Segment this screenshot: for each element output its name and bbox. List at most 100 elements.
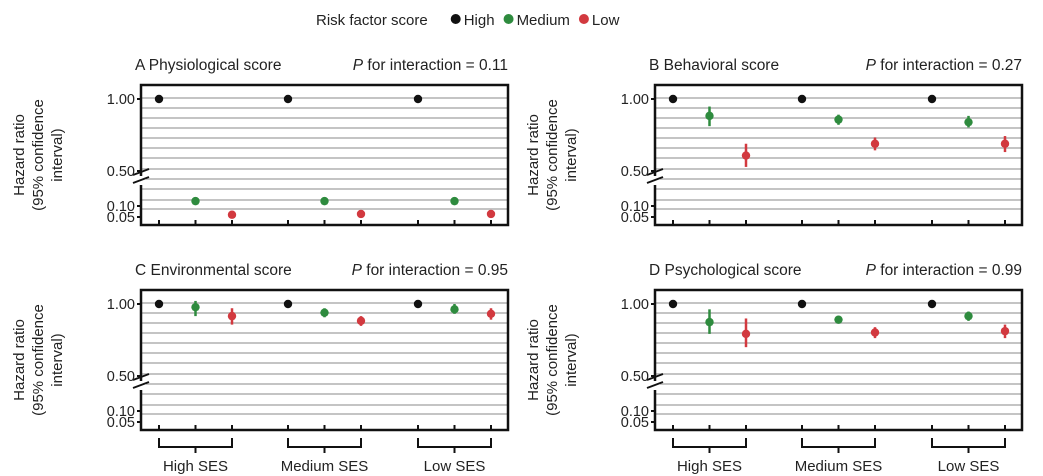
data-point	[320, 308, 329, 317]
y-tick-label: 0.50	[107, 369, 135, 385]
panel-title: A Physiological score	[135, 57, 281, 74]
panel-title: D Psychological score	[649, 262, 801, 279]
data-point	[450, 196, 459, 206]
legend-title: Risk factor score	[316, 12, 428, 29]
data-point	[356, 316, 366, 326]
data-point	[413, 299, 423, 309]
panel-a: 1.00 0.50 0.100.05 Hazard ratio (95% confide…	[11, 57, 510, 227]
data-point	[486, 209, 496, 219]
data-point	[356, 209, 366, 219]
data-point	[927, 94, 937, 104]
y-axis-label: interval)	[49, 333, 66, 386]
y-axis-label: (95% confidence	[30, 304, 47, 416]
data-point	[283, 299, 293, 309]
ses-bracket	[801, 438, 876, 448]
y-tick-label: 1.00	[621, 92, 649, 108]
plot-frame	[653, 83, 1024, 227]
ses-bracket	[672, 438, 747, 448]
data-point	[320, 196, 329, 206]
y-tick-label: 1.00	[107, 297, 135, 313]
ses-group-label: Medium SES	[281, 458, 369, 475]
data-point	[154, 94, 164, 104]
y-axis-label: interval)	[563, 333, 580, 386]
axis-break-mark	[646, 381, 664, 389]
y-tick-label: 0.10	[107, 404, 135, 420]
y-tick-label: 0.50	[107, 164, 135, 180]
data-point	[834, 115, 843, 124]
data-point	[705, 317, 714, 327]
y-tick-label: 0.10	[621, 199, 649, 215]
ses-bracket	[931, 438, 1006, 448]
legend-label-low: Low	[592, 12, 620, 29]
data-point	[668, 299, 678, 309]
data-point	[870, 328, 880, 337]
data-point	[283, 94, 293, 104]
data-point	[450, 305, 459, 314]
data-point	[741, 329, 751, 339]
interaction-label: P for interaction = 0.27	[866, 57, 1022, 74]
y-axis-label: (95% confidence	[30, 99, 47, 211]
panel-c: 1.00 0.50 0.100.05 Hazard ratio (95% confide…	[11, 262, 510, 475]
y-axis-label: interval)	[49, 128, 66, 181]
data-point	[834, 315, 843, 324]
data-point	[227, 210, 237, 219]
panel-d: 1.00 0.50 0.100.05 Hazard ratio (95% confide…	[525, 262, 1024, 475]
y-tick-label: 0.05	[107, 210, 135, 226]
interaction-label: P for interaction = 0.11	[353, 57, 508, 74]
y-tick-label: 0.05	[107, 415, 135, 431]
data-point	[927, 299, 937, 309]
data-point	[1000, 139, 1010, 148]
legend: Risk factor score High Medium Low	[316, 12, 620, 29]
ses-group-label: Low SES	[938, 458, 1000, 475]
data-point	[797, 299, 807, 309]
axis-break-mark	[132, 176, 150, 184]
interaction-label: P for interaction = 0.99	[866, 262, 1022, 279]
y-tick-label: 0.05	[621, 210, 649, 226]
ses-group-label: High SES	[163, 458, 228, 475]
panel-title: C Environmental score	[135, 262, 292, 279]
ses-bracket	[417, 438, 492, 448]
y-axis-label: (95% confidence	[544, 99, 561, 211]
data-point	[797, 94, 807, 104]
y-tick-label: 1.00	[107, 92, 135, 108]
ses-group-label: Medium SES	[795, 458, 883, 475]
data-point	[191, 302, 200, 312]
y-axis-label: interval)	[563, 128, 580, 181]
y-axis-label: (95% confidence	[544, 304, 561, 416]
data-point	[227, 311, 237, 321]
y-axis-label: Hazard ratio	[11, 319, 28, 401]
y-tick-label: 1.00	[621, 297, 649, 313]
data-point	[1000, 326, 1010, 336]
legend-label-high: High	[464, 12, 495, 29]
y-tick-label: 0.10	[107, 199, 135, 215]
interaction-label: P for interaction = 0.95	[352, 262, 508, 279]
data-point	[668, 94, 678, 104]
data-point	[870, 139, 880, 148]
y-tick-label: 0.05	[621, 415, 649, 431]
y-axis-label: Hazard ratio	[525, 319, 542, 401]
ses-bracket	[287, 438, 362, 448]
data-point	[964, 311, 973, 321]
legend-label-medium: Medium	[517, 12, 570, 29]
ses-group-label: High SES	[677, 458, 742, 475]
panel-b: 1.00 0.50 0.100.05 Hazard ratio (95% confide…	[525, 57, 1024, 227]
y-tick-label: 0.50	[621, 369, 649, 385]
y-tick-label: 0.10	[621, 404, 649, 420]
panel-title: B Behavioral score	[649, 57, 779, 74]
legend-marker-high	[450, 14, 461, 24]
data-point	[413, 94, 423, 104]
data-point	[741, 151, 751, 160]
legend-marker-low	[578, 14, 589, 24]
ses-group-label: Low SES	[424, 458, 486, 475]
legend-marker-medium	[503, 14, 514, 24]
data-point	[154, 299, 164, 309]
y-axis-label: Hazard ratio	[525, 114, 542, 196]
data-point	[191, 196, 200, 206]
ses-bracket	[158, 438, 233, 448]
axis-break-mark	[646, 176, 664, 184]
data-point	[705, 111, 714, 121]
y-axis-label: Hazard ratio	[11, 114, 28, 196]
y-tick-label: 0.50	[621, 164, 649, 180]
